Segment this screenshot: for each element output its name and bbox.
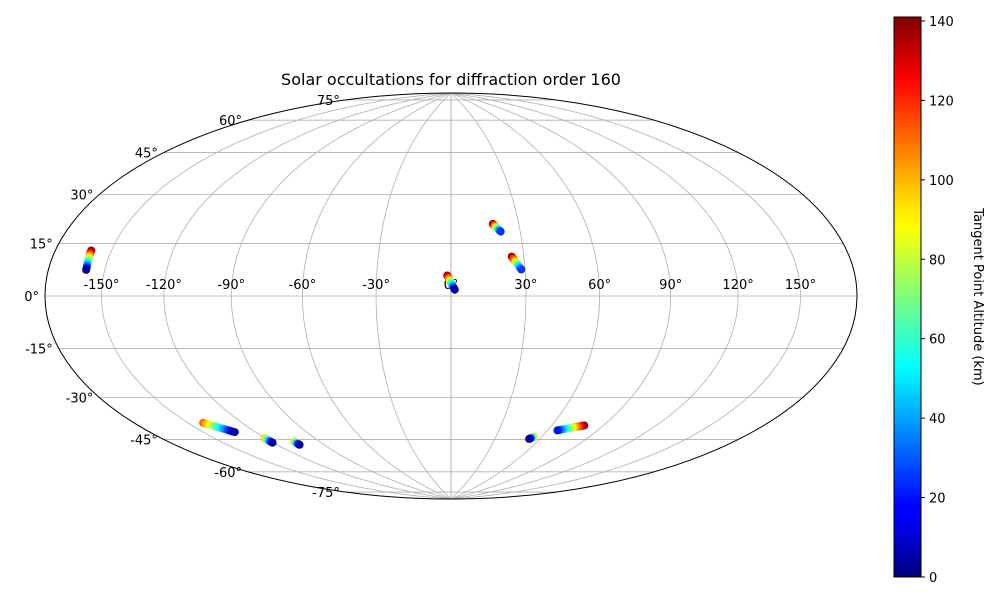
- latitude-tick-labels: 75° 60° 45° 30° 15° 0° -15° -30° -45° -60° -75°: [24, 94, 340, 501]
- occultation-point: [82, 265, 91, 274]
- lat-tick-label: 60°: [219, 114, 242, 129]
- colorbar-tick-label: 120: [929, 94, 954, 109]
- occultation-point: [450, 285, 459, 294]
- colorbar-tick-label: 20: [929, 492, 946, 507]
- lat-tick-label: 75°: [317, 94, 340, 109]
- lon-tick-label: -150°: [83, 278, 119, 293]
- colorbar: 0 20 40 60 80 100 120 140 Tangent Point Altitud…: [893, 15, 985, 586]
- lon-tick-label: -120°: [146, 278, 182, 293]
- lon-tick-label: 30°: [514, 278, 537, 293]
- lat-tick-label: 45°: [135, 147, 158, 162]
- occultation-points: [82, 219, 589, 449]
- occultation-point: [268, 438, 277, 447]
- colorbar-tick-labels: 0 20 40 60 80 100 120 140: [921, 15, 954, 586]
- longitude-tick-labels: -150°-120°-90°-60°-30°0°30°60°90°120°150…: [83, 278, 816, 293]
- lat-tick-label: -30°: [66, 392, 94, 407]
- colorbar-tick-label: 100: [929, 174, 954, 189]
- lon-tick-label: 120°: [722, 278, 753, 293]
- lon-tick-label: -90°: [217, 278, 245, 293]
- occultation-point: [230, 428, 239, 437]
- lat-tick-label: -75°: [312, 486, 340, 501]
- lon-tick-label: 60°: [588, 278, 611, 293]
- colorbar-tick-label: 140: [929, 15, 954, 30]
- colorbar-tick-label: 40: [929, 412, 946, 427]
- occultation-point: [517, 265, 526, 274]
- lon-tick-label: 90°: [659, 278, 682, 293]
- lat-tick-label: 30°: [70, 189, 93, 204]
- lat-tick-label: 15°: [30, 238, 53, 253]
- lon-tick-label: -60°: [289, 278, 317, 293]
- colorbar-tick-label: 0: [929, 571, 937, 586]
- colorbar-tick-label: 60: [929, 333, 946, 348]
- occultation-point: [553, 426, 562, 435]
- lat-tick-label: 0°: [24, 290, 39, 305]
- colorbar-gradient: [893, 16, 922, 578]
- occultation-point: [525, 434, 534, 443]
- graticule-grid: [45, 93, 857, 499]
- lat-tick-label: -15°: [25, 343, 53, 358]
- lat-tick-label: -45°: [130, 434, 158, 449]
- occultation-point: [295, 440, 304, 449]
- chart-title: Solar occultations for diffraction order…: [281, 70, 621, 89]
- colorbar-label: Tangent Point Altitude (km): [970, 207, 985, 385]
- lat-tick-label: -60°: [214, 466, 242, 481]
- map-boundary: [44, 92, 858, 500]
- colorbar-tick-label: 80: [929, 253, 946, 268]
- occultation-point: [496, 227, 505, 236]
- lon-tick-label: -30°: [362, 278, 390, 293]
- lon-tick-label: 150°: [785, 278, 816, 293]
